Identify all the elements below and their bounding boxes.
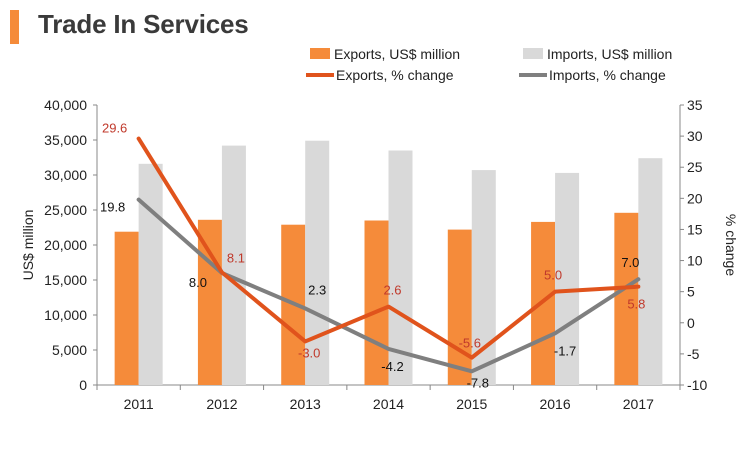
y-tick-label: 20,000: [44, 237, 87, 253]
data-label-imports: -7.8: [467, 375, 489, 390]
y2-tick-label: 20: [687, 190, 703, 206]
bar-imports: [221, 145, 246, 385]
x-tick-label: 2015: [456, 396, 487, 412]
y-tick-label: 10,000: [44, 307, 87, 323]
y-tick-label: 40,000: [44, 97, 87, 113]
bar-imports: [305, 140, 330, 385]
bar-imports: [638, 158, 663, 385]
bar-exports: [614, 212, 639, 385]
data-label-exports: 8.1: [227, 250, 245, 265]
bar-imports: [138, 163, 163, 385]
title-accent-bar: [10, 10, 19, 44]
y-tick-label: 35,000: [44, 132, 87, 148]
y2-tick-label: 35: [687, 97, 703, 113]
y-tick-label: 0: [79, 377, 87, 393]
y-tick-label: 25,000: [44, 202, 87, 218]
y-axis-title: US$ million: [20, 210, 36, 281]
legend-label-exports-bar: Exports, US$ million: [334, 46, 460, 62]
x-tick-label: 2017: [623, 396, 654, 412]
y2-tick-label: -5: [687, 346, 700, 362]
data-label-imports: 7.0: [621, 255, 639, 270]
y-tick-label: 5,000: [52, 342, 87, 358]
legend-swatch-exports-bar: [310, 48, 330, 59]
data-label-imports: 19.8: [100, 200, 125, 215]
x-tick-label: 2012: [206, 396, 237, 412]
y2-axis-title: % change: [723, 214, 739, 276]
y2-tick-label: -10: [687, 377, 707, 393]
y-tick-label: 15,000: [44, 272, 87, 288]
bar-imports: [388, 150, 413, 385]
y2-tick-label: 5: [687, 284, 695, 300]
data-label-exports: 29.6: [102, 121, 127, 136]
chart-title: Trade In Services: [38, 9, 249, 39]
data-label-imports: -4.2: [381, 359, 403, 374]
y2-tick-label: 30: [687, 128, 703, 144]
bar-exports: [364, 220, 389, 385]
data-label-exports: 5.8: [627, 297, 645, 312]
bar-exports: [447, 229, 472, 385]
legend-label-imports-line: Imports, % change: [549, 67, 666, 83]
bar-exports: [114, 231, 139, 385]
legend-label-imports-bar: Imports, US$ million: [547, 46, 672, 62]
legend-swatch-imports-bar: [523, 48, 543, 59]
legend-label-exports-line: Exports, % change: [336, 67, 454, 83]
x-tick-label: 2016: [539, 396, 570, 412]
data-label-imports: 8.0: [189, 275, 207, 290]
data-label-exports: -5.6: [459, 336, 481, 351]
y2-tick-label: 10: [687, 253, 703, 269]
y-tick-label: 30,000: [44, 167, 87, 183]
bar-imports: [555, 172, 580, 385]
x-tick-label: 2013: [290, 396, 321, 412]
data-label-imports: -1.7: [554, 343, 576, 358]
x-tick-label: 2011: [124, 396, 154, 412]
y2-tick-label: 15: [687, 221, 703, 237]
data-label-exports: -3.0: [298, 345, 320, 360]
data-label-imports: 2.3: [308, 282, 326, 297]
data-label-exports: 5.0: [544, 268, 562, 283]
y2-tick-label: 25: [687, 159, 703, 175]
data-label-exports: 2.6: [383, 283, 401, 298]
x-tick-label: 2014: [373, 396, 404, 412]
y2-tick-label: 0: [687, 315, 695, 331]
bar-exports: [197, 219, 222, 385]
